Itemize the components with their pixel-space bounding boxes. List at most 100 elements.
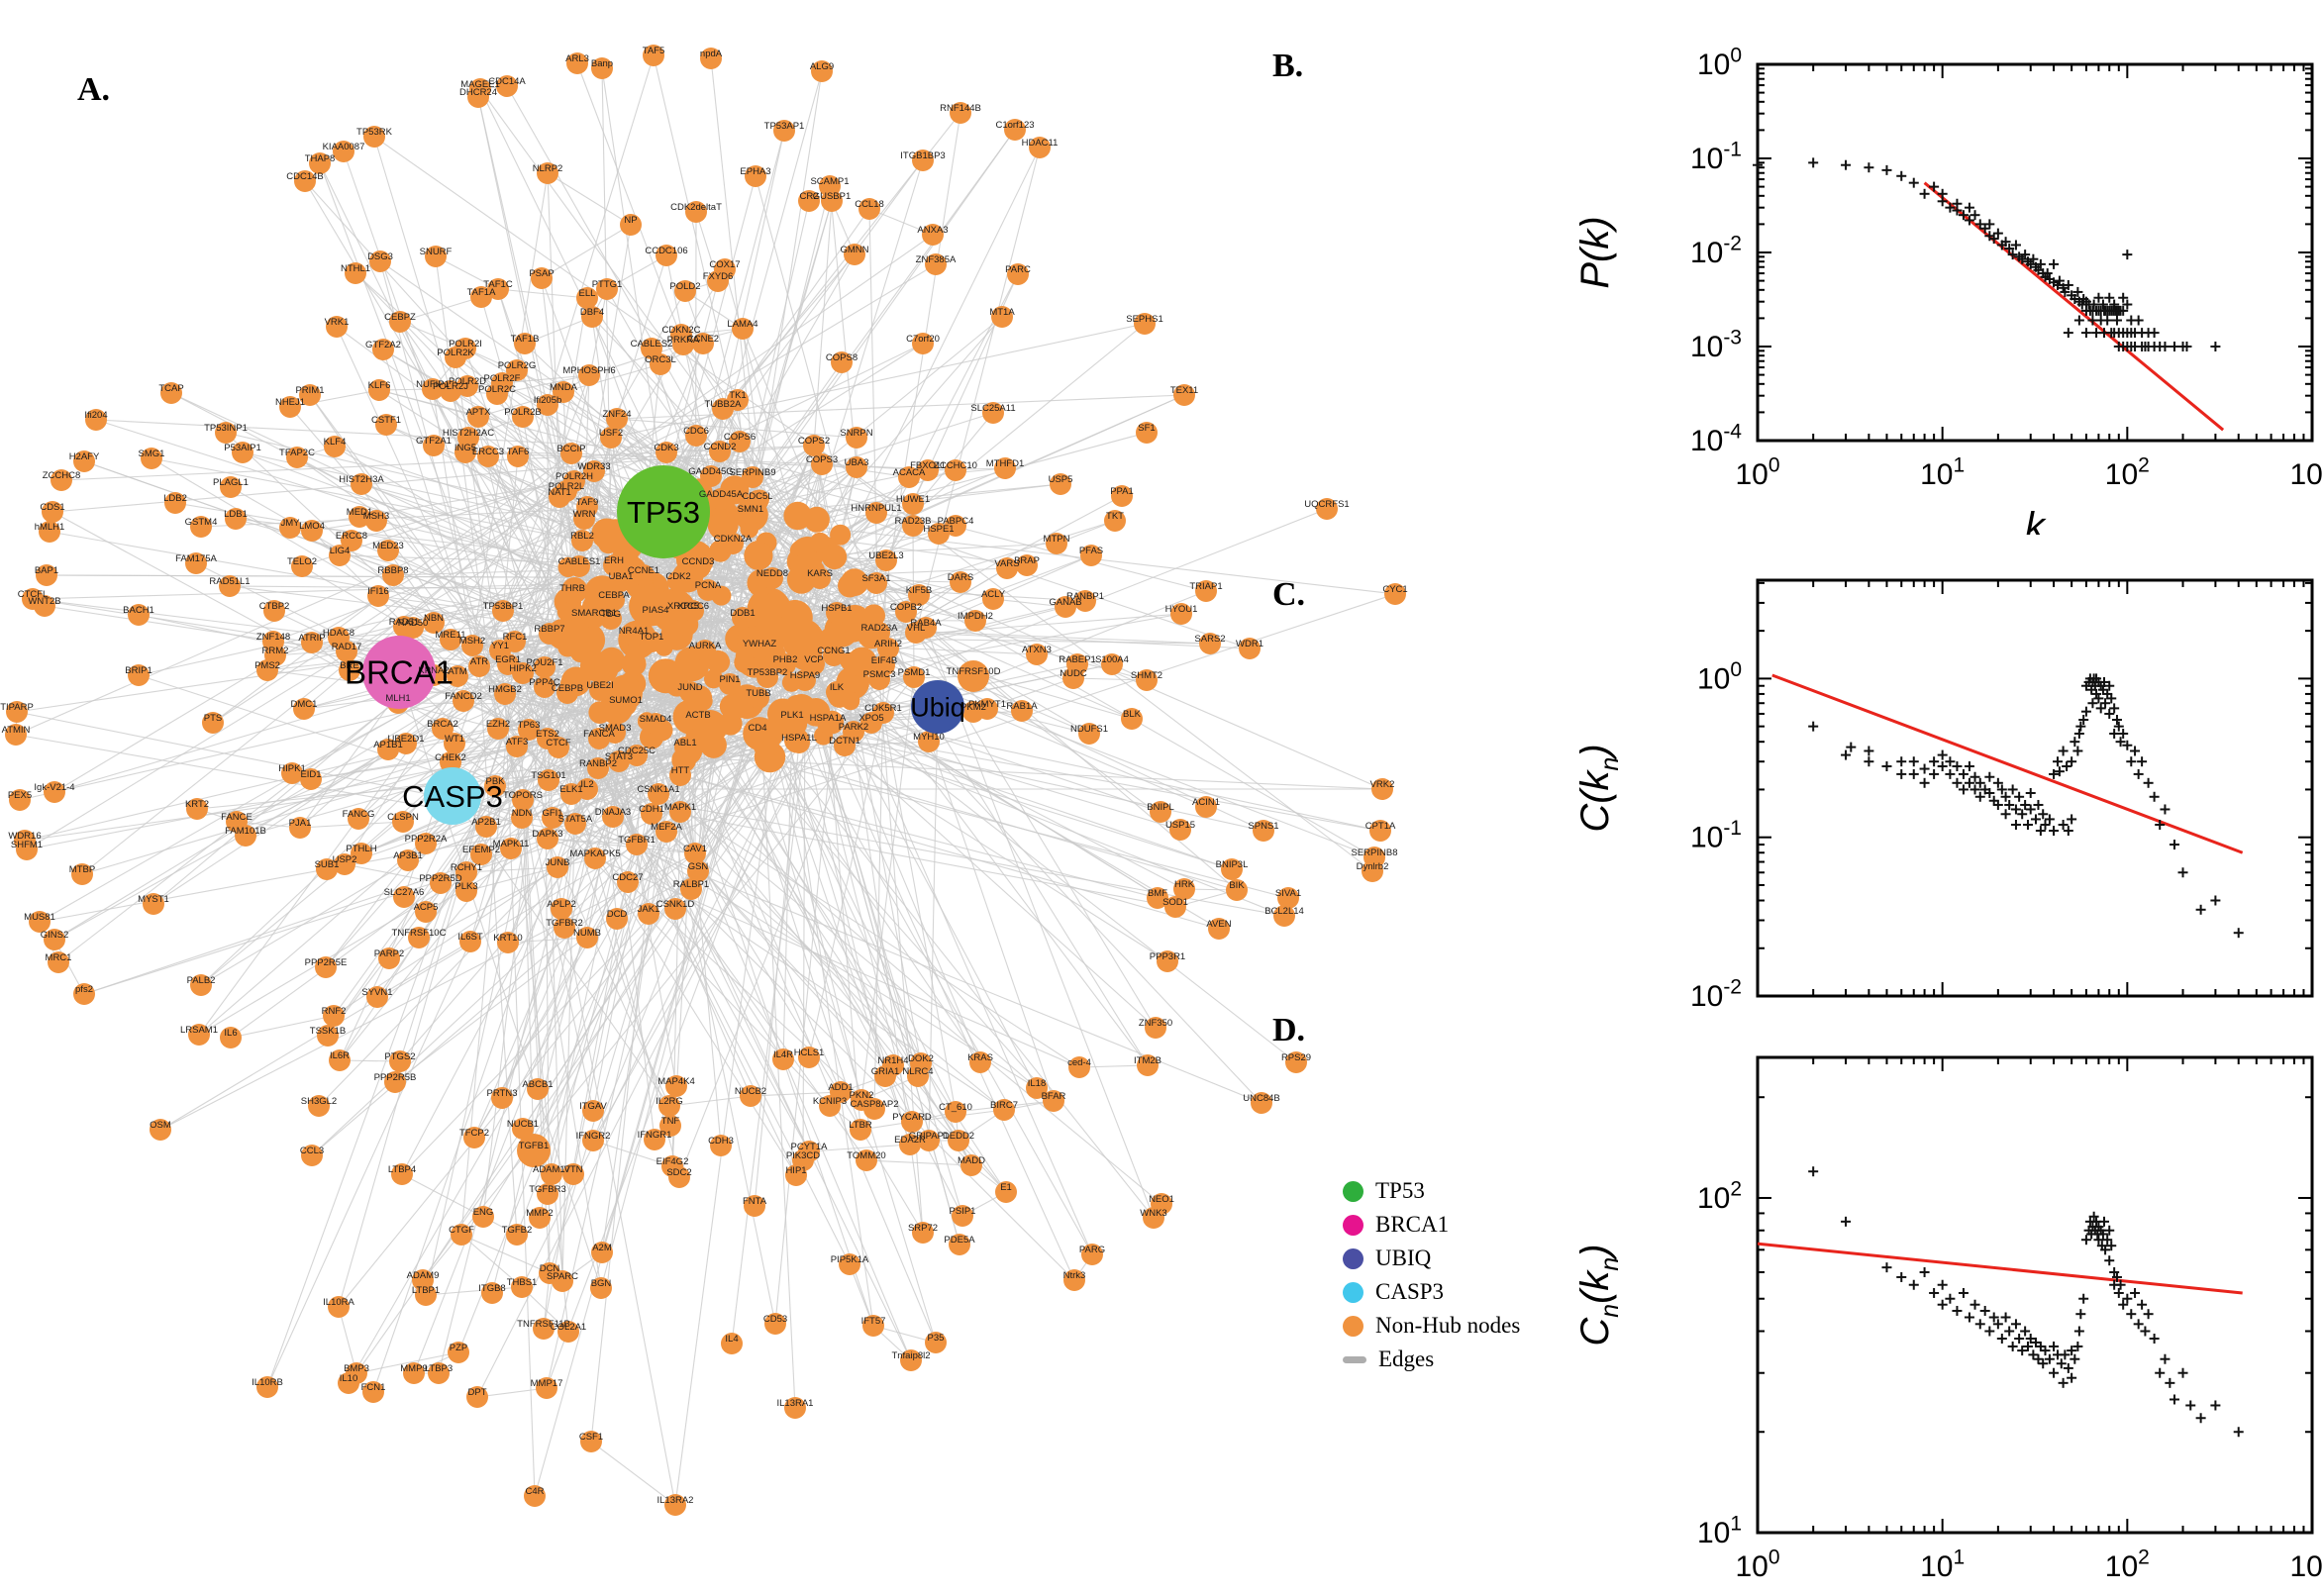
network-node[interactable] (190, 974, 212, 996)
network-node[interactable] (215, 422, 237, 444)
network-node[interactable] (422, 378, 444, 400)
network-node[interactable] (428, 1362, 450, 1384)
network-node[interactable] (817, 712, 839, 734)
network-node[interactable] (524, 1485, 546, 1507)
network-node[interactable] (1147, 887, 1168, 909)
network-node[interactable] (950, 571, 971, 593)
network-node[interactable] (448, 1342, 469, 1363)
network-node[interactable] (862, 1315, 884, 1337)
network-node[interactable] (729, 431, 751, 452)
network-node[interactable] (560, 783, 582, 805)
network-node[interactable] (455, 861, 477, 883)
network-node[interactable] (1029, 137, 1051, 158)
network-node[interactable] (537, 728, 558, 749)
network-node[interactable] (395, 733, 417, 754)
network-node[interactable] (583, 460, 605, 482)
network-node[interactable] (877, 638, 899, 659)
network-node[interactable] (507, 446, 529, 467)
network-node[interactable] (345, 262, 366, 284)
network-node[interactable] (1111, 485, 1133, 507)
network-node[interactable] (456, 375, 478, 397)
network-node[interactable] (982, 588, 1004, 610)
network-node[interactable] (329, 545, 351, 566)
network-node[interactable] (518, 719, 540, 741)
network-node[interactable] (952, 1205, 973, 1227)
network-node[interactable] (44, 929, 65, 950)
network-node[interactable] (1081, 1244, 1103, 1265)
network-node[interactable] (710, 488, 732, 510)
network-node[interactable] (744, 1195, 765, 1217)
network-node[interactable] (591, 1242, 613, 1263)
network-node[interactable] (664, 898, 686, 920)
network-node[interactable] (901, 1111, 923, 1133)
network-node[interactable] (506, 1224, 528, 1246)
network-node[interactable] (1369, 820, 1391, 842)
network-node[interactable] (788, 732, 810, 753)
network-node[interactable] (552, 1270, 573, 1292)
network-node[interactable] (536, 1377, 557, 1399)
network-node[interactable] (470, 286, 492, 308)
network-node[interactable] (900, 1349, 922, 1371)
network-node[interactable] (918, 1130, 940, 1151)
network-node[interactable] (279, 396, 301, 418)
network-node[interactable] (993, 1099, 1015, 1121)
network-node[interactable] (382, 564, 404, 586)
network-node[interactable] (858, 198, 880, 220)
network-node[interactable] (423, 612, 445, 634)
network-node[interactable] (868, 668, 890, 690)
network-node[interactable] (785, 1164, 807, 1186)
network-node[interactable] (1104, 510, 1126, 532)
network-node[interactable] (415, 901, 437, 923)
network-node[interactable] (470, 844, 492, 865)
network-node[interactable] (638, 903, 659, 925)
network-node[interactable] (581, 306, 603, 328)
network-node[interactable] (487, 718, 509, 740)
network-node[interactable] (9, 789, 31, 811)
network-node[interactable] (164, 492, 186, 514)
network-node[interactable] (1004, 119, 1026, 141)
network-node[interactable] (1273, 905, 1295, 927)
network-node[interactable] (922, 224, 944, 246)
network-node[interactable] (960, 1154, 982, 1176)
network-node[interactable] (377, 540, 399, 561)
network-node[interactable] (36, 564, 57, 586)
network-node[interactable] (1063, 1269, 1085, 1291)
network-node[interactable] (534, 656, 556, 678)
network-node[interactable] (722, 533, 744, 554)
network-node[interactable] (995, 1181, 1017, 1203)
network-node[interactable] (991, 306, 1013, 328)
network-node[interactable] (512, 789, 534, 811)
network-node[interactable] (650, 353, 671, 375)
network-node[interactable] (982, 402, 1004, 424)
network-node[interactable] (459, 931, 481, 952)
network-node[interactable] (1150, 801, 1171, 823)
network-node[interactable] (700, 465, 722, 487)
network-node[interactable] (844, 244, 865, 265)
network-node[interactable] (685, 425, 707, 447)
network-node[interactable] (1384, 583, 1406, 605)
network-node[interactable] (589, 679, 611, 701)
network-node[interactable] (393, 886, 415, 908)
network-node[interactable] (487, 278, 509, 300)
hub-node-ubiq[interactable] (911, 680, 964, 734)
network-node[interactable] (1046, 533, 1067, 554)
network-node[interactable] (547, 856, 568, 878)
network-node[interactable] (299, 384, 321, 406)
network-node[interactable] (826, 681, 848, 703)
network-node[interactable] (925, 1332, 947, 1353)
network-node[interactable] (1285, 1051, 1307, 1073)
network-node[interactable] (351, 473, 372, 495)
network-node[interactable] (895, 601, 917, 623)
network-node[interactable] (964, 610, 986, 632)
network-node[interactable] (430, 872, 452, 894)
network-node[interactable] (279, 517, 301, 539)
network-node[interactable] (587, 757, 609, 779)
network-node[interactable] (928, 523, 950, 545)
network-node[interactable] (50, 469, 72, 491)
network-node[interactable] (281, 762, 303, 784)
network-node[interactable] (680, 878, 702, 900)
network-node[interactable] (610, 570, 632, 592)
network-node[interactable] (384, 1071, 406, 1093)
network-node[interactable] (608, 750, 630, 772)
network-node[interactable] (615, 694, 637, 716)
